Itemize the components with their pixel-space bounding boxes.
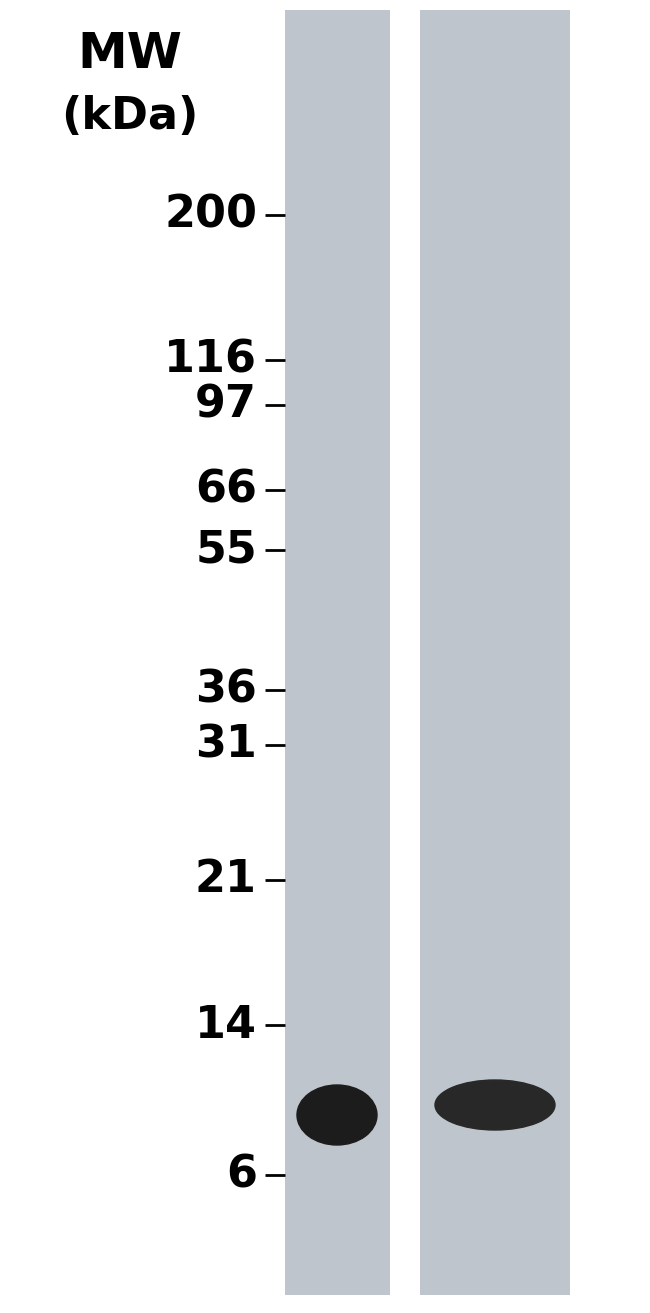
Text: (kDa): (kDa) (61, 95, 199, 138)
Bar (285, 11, 390, 1295)
Text: 66: 66 (195, 469, 257, 512)
Text: 14: 14 (195, 1003, 257, 1046)
Text: 6: 6 (226, 1154, 257, 1196)
Ellipse shape (435, 1081, 555, 1130)
Text: 200: 200 (164, 193, 257, 236)
Text: 31: 31 (195, 723, 257, 767)
Text: 21: 21 (195, 859, 257, 902)
Bar (420, 11, 570, 1295)
Text: 55: 55 (195, 529, 257, 571)
Text: 116: 116 (164, 339, 257, 382)
Text: MW: MW (77, 30, 183, 77)
Ellipse shape (297, 1085, 377, 1145)
Text: 36: 36 (195, 668, 257, 712)
Text: 97: 97 (195, 383, 257, 427)
